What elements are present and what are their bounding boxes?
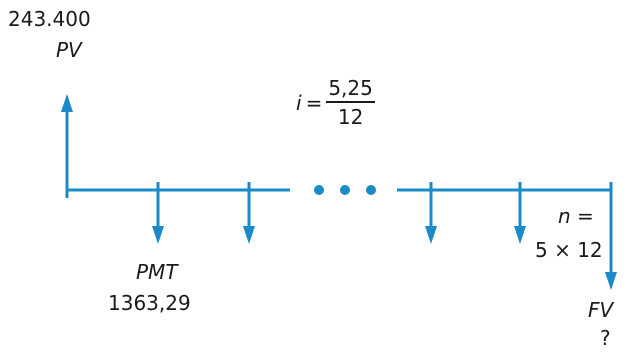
rate-numerator: 5,25 (326, 78, 375, 103)
ellipsis-dots (314, 185, 376, 195)
pmt-amount: 1363,29 (108, 291, 191, 315)
pmt-down-arrow (425, 182, 437, 244)
pmt-down-arrow (514, 182, 526, 244)
rate-equals-sign: = (305, 90, 323, 115)
fv-amount: ? (600, 326, 611, 350)
rate-symbol: i (296, 90, 302, 115)
fv-down-arrow (605, 182, 617, 290)
pmt-down-arrow (152, 182, 164, 244)
rate-fraction: 5,25 12 (326, 78, 375, 127)
fv-symbol: FV (588, 298, 614, 322)
pv-symbol: PV (56, 38, 82, 62)
pv-amount: 243.400 (8, 7, 91, 31)
pv-up-arrow (61, 94, 73, 198)
pmt-symbol: PMT (136, 260, 178, 284)
ellipsis-dot (366, 185, 376, 195)
periods-label-line2: 5 × 12 (535, 238, 603, 262)
rate-denominator: 12 (337, 105, 364, 129)
pmt-down-arrow (243, 182, 255, 244)
ellipsis-dot (340, 185, 350, 195)
interest-rate-formula: i = 5,25 12 (296, 78, 375, 127)
ellipsis-dot (314, 185, 324, 195)
periods-label-line1: n = (558, 204, 594, 228)
